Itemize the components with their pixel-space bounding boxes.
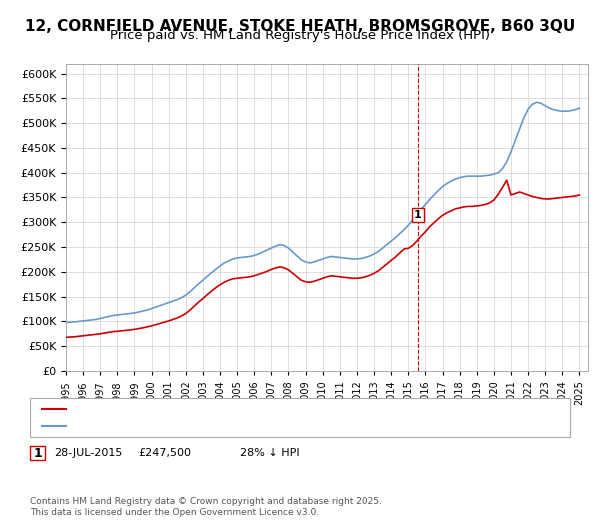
Text: 1: 1 xyxy=(33,447,42,460)
Text: 28-JUL-2015: 28-JUL-2015 xyxy=(54,448,122,458)
Text: 1: 1 xyxy=(414,210,422,220)
Text: Price paid vs. HM Land Registry's House Price Index (HPI): Price paid vs. HM Land Registry's House … xyxy=(110,29,490,42)
Text: £247,500: £247,500 xyxy=(138,448,191,458)
Text: 12, CORNFIELD AVENUE, STOKE HEATH, BROMSGROVE, B60 3QU: 12, CORNFIELD AVENUE, STOKE HEATH, BROMS… xyxy=(25,19,575,33)
Text: Contains HM Land Registry data © Crown copyright and database right 2025.
This d: Contains HM Land Registry data © Crown c… xyxy=(30,497,382,517)
Text: HPI: Average price, detached house, Bromsgrove: HPI: Average price, detached house, Brom… xyxy=(75,421,331,431)
Text: 28% ↓ HPI: 28% ↓ HPI xyxy=(240,448,299,458)
Text: 12, CORNFIELD AVENUE, STOKE HEATH, BROMSGROVE, B60 3QU (detached house): 12, CORNFIELD AVENUE, STOKE HEATH, BROMS… xyxy=(75,404,508,413)
